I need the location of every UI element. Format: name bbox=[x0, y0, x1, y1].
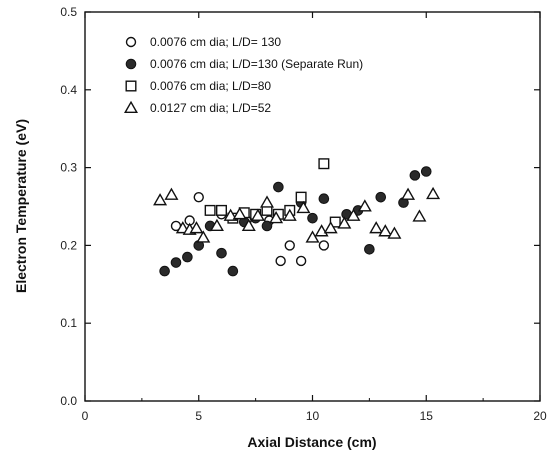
data-point bbox=[296, 200, 311, 214]
data-point bbox=[209, 218, 224, 232]
data-point bbox=[189, 221, 204, 234]
legend-label: 0.0076 cm dia; L/D= 130 bbox=[150, 35, 281, 49]
x-tick-label: 5 bbox=[195, 409, 202, 423]
y-tick-label: 0.5 bbox=[60, 5, 77, 19]
data-point bbox=[337, 216, 352, 229]
data-point bbox=[159, 265, 170, 277]
data-point bbox=[215, 204, 227, 216]
data-point bbox=[357, 199, 372, 212]
y-tick-label: 0.0 bbox=[60, 394, 77, 408]
x-tick-label: 20 bbox=[533, 409, 547, 423]
y-axis-title: Electron Temperature (eV) bbox=[13, 119, 29, 293]
legend-label: 0.0127 cm dia; L/D=52 bbox=[150, 101, 271, 115]
data-point bbox=[420, 166, 432, 177]
data-point bbox=[369, 221, 384, 234]
data-point bbox=[387, 226, 402, 239]
data-point bbox=[223, 208, 238, 221]
data-point bbox=[295, 255, 307, 267]
legend-marker bbox=[123, 100, 139, 114]
data-point bbox=[318, 193, 330, 205]
data-point bbox=[232, 207, 247, 220]
y-tick-label: 0.4 bbox=[60, 83, 77, 97]
data-point bbox=[409, 170, 421, 181]
y-tick-label: 0.3 bbox=[60, 161, 77, 175]
data-point bbox=[182, 251, 193, 263]
data-point bbox=[305, 230, 320, 243]
data-point bbox=[153, 193, 168, 206]
legend-item: 0.0127 cm dia; L/D=52 bbox=[123, 100, 271, 115]
legend-item: 0.0076 cm dia; L/D=130 (Separate Run) bbox=[125, 57, 363, 71]
legend-marker bbox=[125, 36, 137, 48]
data-point bbox=[170, 257, 182, 268]
data-point bbox=[227, 265, 239, 277]
data-point bbox=[378, 224, 393, 237]
data-point bbox=[295, 191, 307, 203]
x-tick-label: 15 bbox=[420, 409, 434, 423]
y-tick-label: 0.1 bbox=[60, 316, 77, 330]
data-points bbox=[153, 158, 441, 277]
data-point bbox=[401, 187, 416, 200]
data-point bbox=[282, 208, 297, 221]
data-point bbox=[346, 208, 361, 221]
x-tick-label: 0 bbox=[82, 409, 89, 423]
data-point bbox=[426, 186, 441, 200]
axis-ticks bbox=[84, 11, 541, 402]
y-tick-label: 0.2 bbox=[60, 238, 77, 252]
x-tick-label: 10 bbox=[306, 409, 320, 423]
data-point bbox=[196, 230, 211, 243]
data-point bbox=[204, 204, 216, 216]
legend-label: 0.0076 cm dia; L/D=80 bbox=[150, 79, 271, 93]
data-point bbox=[193, 191, 204, 203]
data-point bbox=[375, 191, 387, 203]
legend-label: 0.0076 cm dia; L/D=130 (Separate Run) bbox=[150, 57, 363, 71]
legend-marker bbox=[125, 58, 137, 70]
data-point bbox=[412, 209, 427, 222]
data-point bbox=[273, 181, 284, 193]
axis-tick-labels: 0 5 10 15 20 0.0 0.1 0.2 0.3 0.4 0.5 bbox=[60, 5, 547, 423]
legend-marker bbox=[125, 80, 137, 92]
x-axis-title: Axial Distance (cm) bbox=[247, 434, 376, 450]
data-point bbox=[259, 195, 275, 208]
data-point bbox=[261, 220, 273, 232]
data-point bbox=[275, 255, 286, 267]
data-point bbox=[216, 247, 227, 259]
legend: 0.0076 cm dia; L/D= 130 0.0076 cm dia; L/… bbox=[123, 35, 363, 115]
data-point bbox=[318, 240, 330, 251]
data-point bbox=[307, 212, 318, 224]
legend-item: 0.0076 cm dia; L/D=80 bbox=[125, 79, 271, 93]
series-4 bbox=[153, 186, 441, 243]
data-point bbox=[164, 187, 179, 200]
data-point bbox=[284, 240, 295, 251]
data-point bbox=[364, 243, 375, 255]
legend-item: 0.0076 cm dia; L/D= 130 bbox=[125, 35, 281, 49]
data-point bbox=[250, 208, 265, 221]
data-point bbox=[323, 221, 338, 234]
data-point bbox=[241, 218, 256, 232]
data-point bbox=[318, 158, 330, 170]
data-point bbox=[269, 210, 284, 224]
series-2 bbox=[159, 166, 432, 277]
